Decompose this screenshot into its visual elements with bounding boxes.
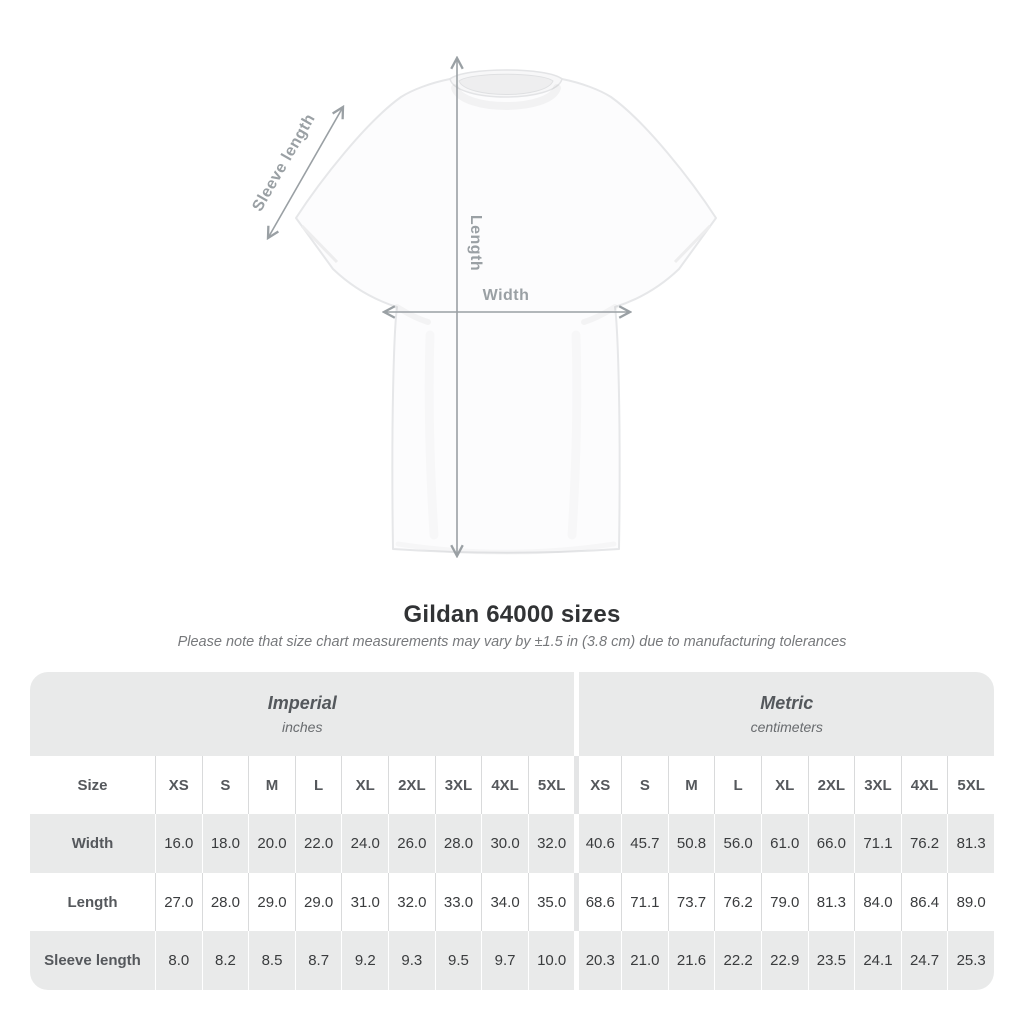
value-cell: 34.0 [481,873,528,931]
size-col-header-imperial: L [294,756,342,814]
size-col-header-imperial: XS [155,756,202,814]
value-cell: 28.0 [201,873,249,931]
value-cell: 40.6 [574,814,622,873]
value-cell: 20.3 [574,931,622,990]
size-col-header-imperial: S [201,756,249,814]
row-label-length: Length [30,873,155,931]
row-label-width: Width [30,814,155,873]
value-cell: 9.3 [388,931,435,990]
size-header-row: Size XS S M L XL 2XL 3XL 4XL 5XL XS S M … [30,756,994,814]
right-cuff-seam [673,224,712,264]
value-cell: 16.0 [155,814,202,873]
metric-label: Metric [760,693,814,714]
size-col-header-metric: XS [574,756,622,814]
value-cell: 22.2 [714,931,761,990]
value-cell: 23.5 [807,931,855,990]
value-cell: 8.5 [248,931,295,990]
length-arrow-label: Length [467,215,484,271]
value-cell: 76.2 [714,873,761,931]
value-cell: 9.2 [341,931,389,990]
value-cell: 66.0 [807,814,855,873]
value-cell: 86.4 [900,873,948,931]
row-label-sleeve-length: Sleeve length [30,931,155,990]
value-cell: 33.0 [434,873,482,931]
value-cell: 30.0 [481,814,528,873]
tolerance-note: Please note that size chart measurements… [177,634,847,650]
value-cell: 8.0 [155,931,202,990]
value-cell: 71.1 [621,873,668,931]
value-cell: 25.3 [947,931,994,990]
size-col-header-metric: L [714,756,761,814]
sleeve-length-arrow [268,107,343,238]
body-wrinkle [572,335,577,535]
body-wrinkle [429,335,434,535]
value-cell: 32.0 [388,873,435,931]
width-row: Width 16.0 18.0 20.0 22.0 24.0 26.0 28.0… [30,814,994,873]
metric-unit: centimeters [750,718,823,735]
value-cell: 71.1 [854,814,901,873]
value-cell: 22.0 [294,814,342,873]
value-cell: 45.7 [621,814,668,873]
width-arrow-label: Width [483,287,530,304]
size-col-header-imperial: 4XL [481,756,528,814]
size-col-header-metric: 4XL [900,756,948,814]
value-cell: 79.0 [760,873,808,931]
size-col-header-imperial: 2XL [388,756,435,814]
tshirt-illustration: Sleeve length Length Width [249,0,717,580]
value-cell: 31.0 [341,873,389,931]
value-cell: 56.0 [714,814,761,873]
size-corner-label: Size [30,756,155,814]
size-col-header-metric: 3XL [854,756,901,814]
value-cell: 10.0 [527,931,575,990]
size-col-header-metric: XL [760,756,808,814]
value-cell: 21.6 [667,931,715,990]
value-cell: 81.3 [807,873,855,931]
value-cell: 26.0 [388,814,435,873]
size-col-header-metric: 5XL [947,756,994,814]
value-cell: 28.0 [434,814,482,873]
value-cell: 18.0 [201,814,249,873]
length-row: Length 27.0 28.0 29.0 29.0 31.0 32.0 33.… [30,873,994,931]
imperial-unit: inches [282,718,323,735]
size-col-header-imperial: XL [341,756,389,814]
value-cell: 29.0 [248,873,295,931]
value-cell: 24.0 [341,814,389,873]
value-cell: 9.5 [434,931,482,990]
imperial-label: Imperial [267,693,337,714]
sleeve-length-row: Sleeve length 8.0 8.2 8.5 8.7 9.2 9.3 9.… [30,931,994,990]
value-cell: 9.7 [481,931,528,990]
value-cell: 76.2 [900,814,948,873]
unit-group-row: Imperial inches Metric centimeters [30,672,994,756]
size-col-header-metric: M [667,756,715,814]
value-cell: 24.1 [854,931,901,990]
value-cell: 21.0 [621,931,668,990]
value-cell: 24.7 [900,931,948,990]
value-cell: 20.0 [248,814,295,873]
value-cell: 8.7 [294,931,342,990]
imperial-group-header: Imperial inches [30,672,575,756]
size-chart-table: Imperial inches Metric centimeters Size … [30,672,994,990]
value-cell: 61.0 [760,814,808,873]
size-col-header-imperial: 5XL [527,756,575,814]
value-cell: 84.0 [854,873,901,931]
value-cell: 32.0 [527,814,575,873]
value-cell: 27.0 [155,873,202,931]
size-col-header-imperial: 3XL [434,756,482,814]
size-col-header-metric: S [621,756,668,814]
value-cell: 22.9 [760,931,808,990]
size-col-header-metric: 2XL [807,756,855,814]
value-cell: 68.6 [574,873,622,931]
collar-opening [458,73,554,95]
value-cell: 89.0 [947,873,994,931]
value-cell: 29.0 [294,873,342,931]
size-col-header-imperial: M [248,756,295,814]
value-cell: 50.8 [667,814,715,873]
value-cell: 8.2 [201,931,249,990]
page-title: Gildan 64000 sizes [403,601,621,628]
value-cell: 35.0 [527,873,575,931]
value-cell: 81.3 [947,814,994,873]
value-cell: 73.7 [667,873,715,931]
metric-group-header: Metric centimeters [574,672,994,756]
